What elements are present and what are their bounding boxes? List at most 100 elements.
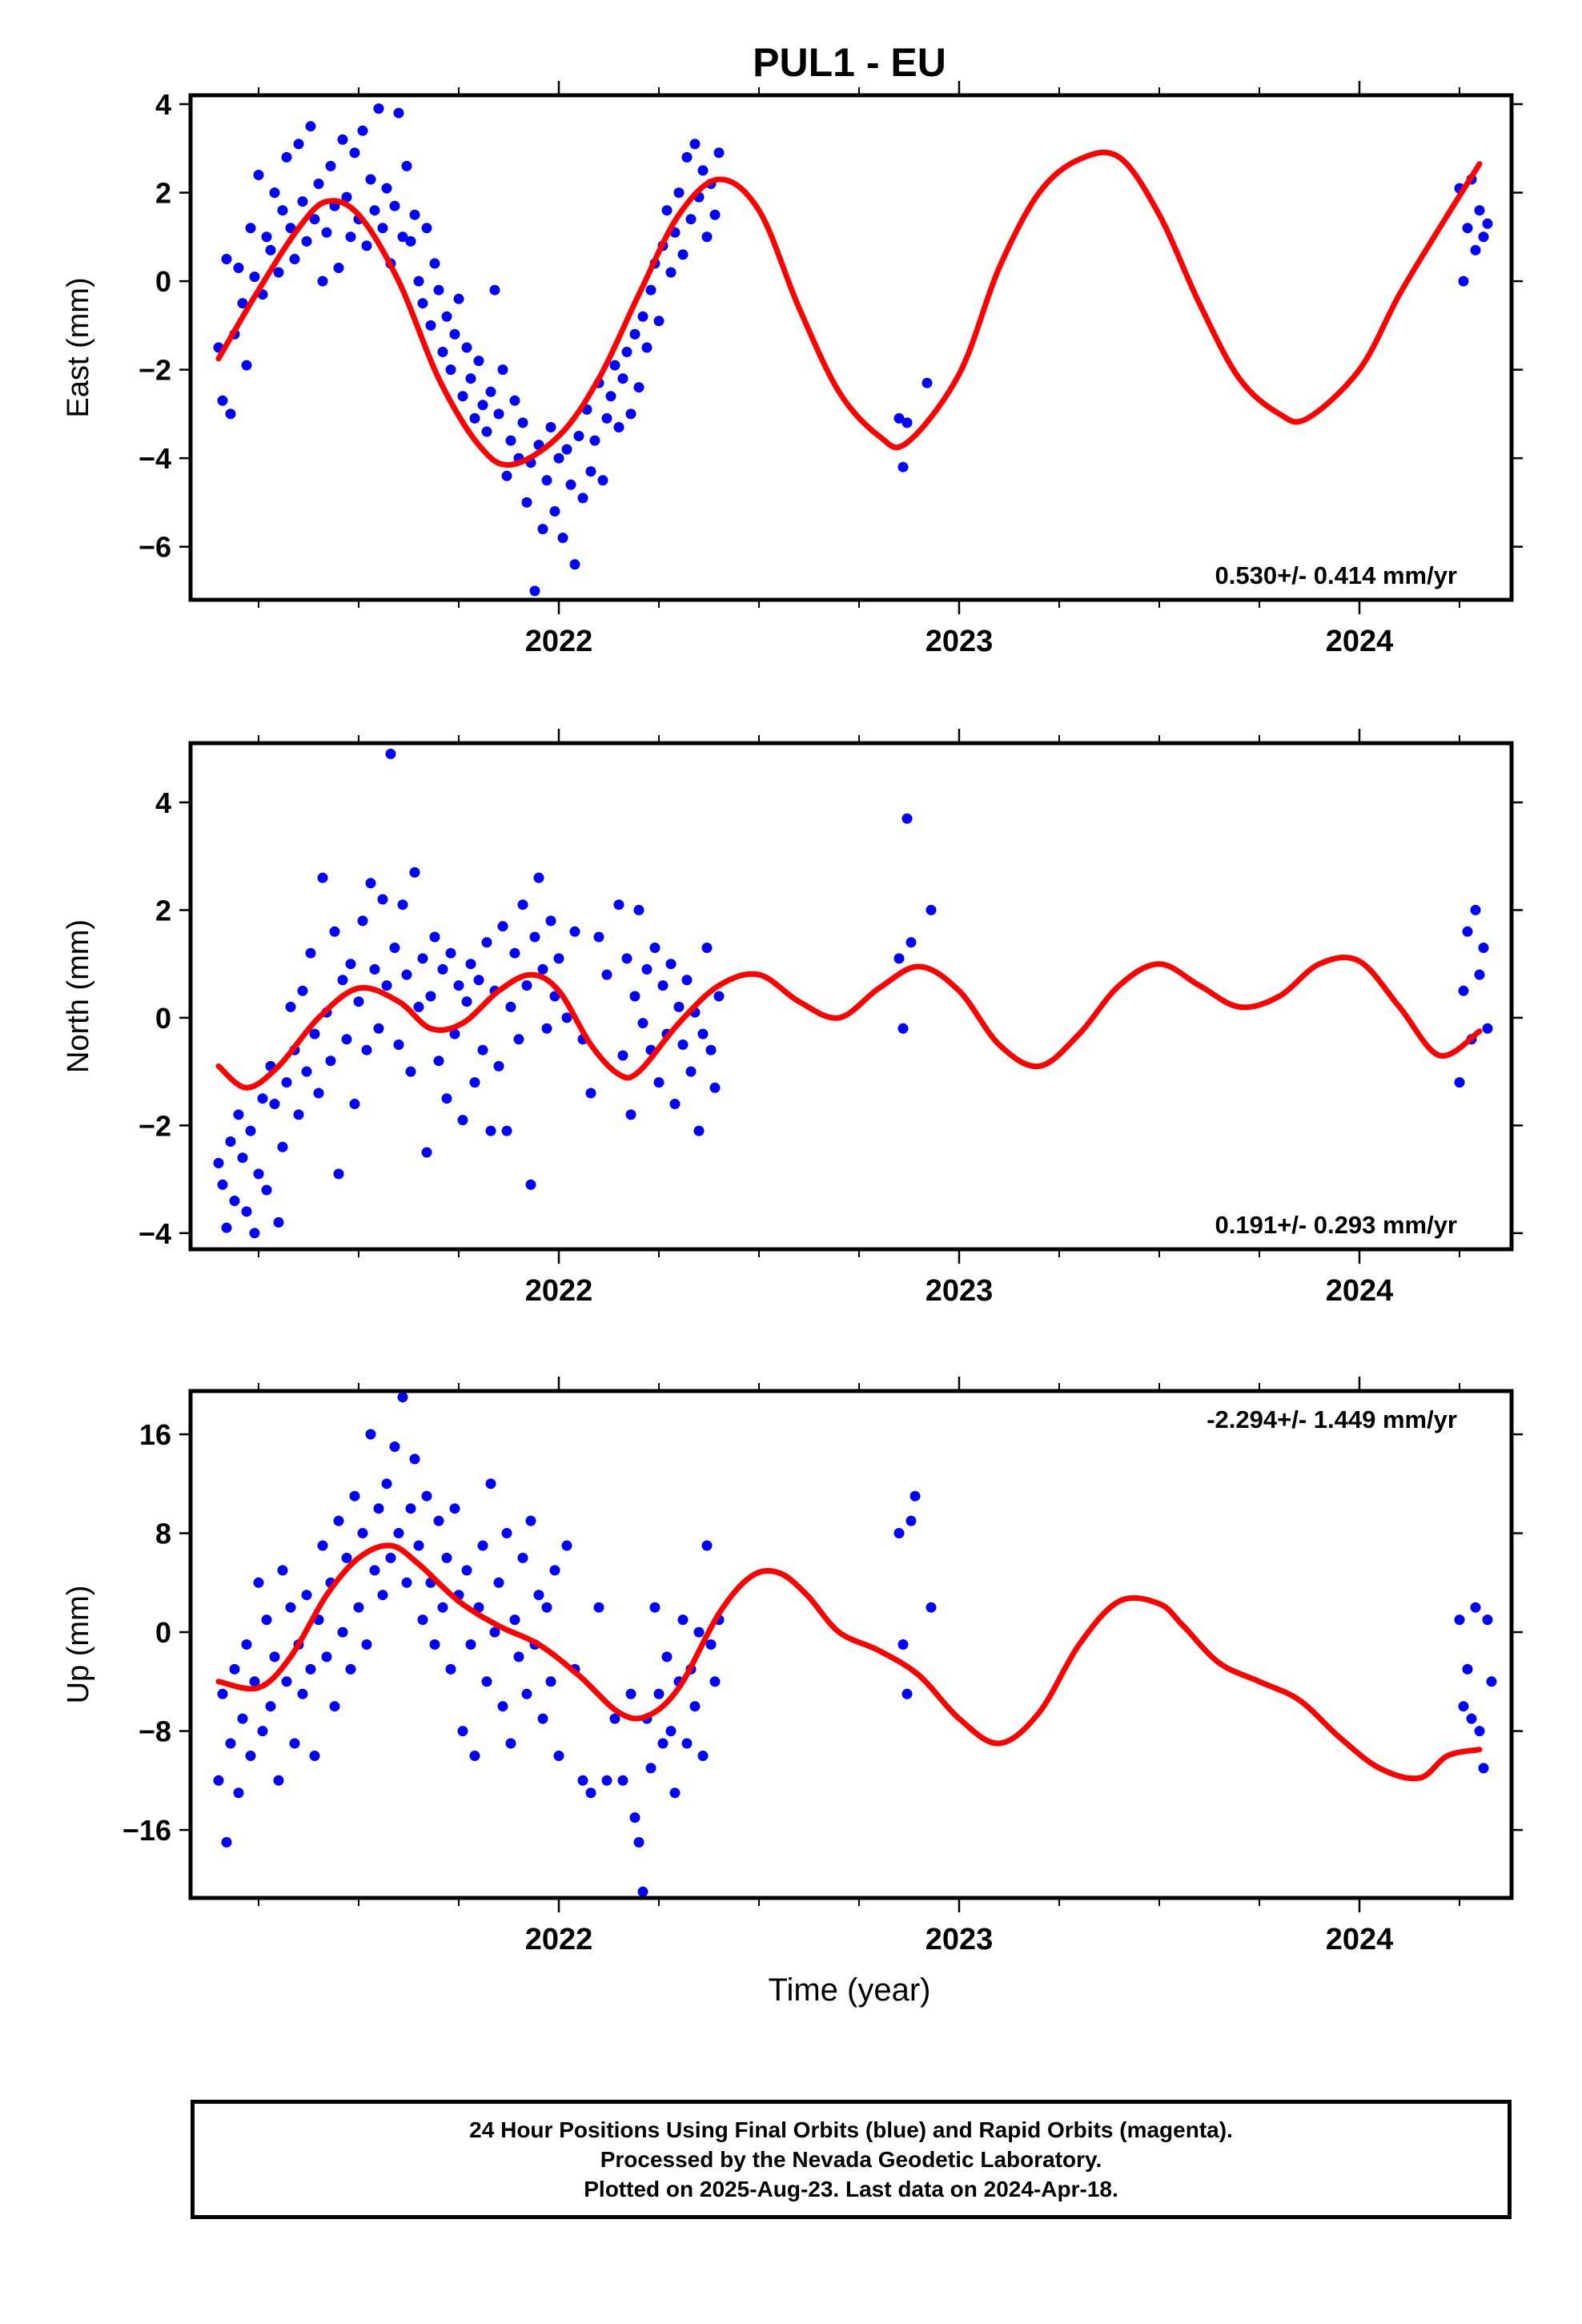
- data-point: [349, 1099, 360, 1109]
- panel-east: 4 2 0 −2 −4 −6 2022 2023 2024 East (mm) 0.530+/- 0…: [62, 81, 1523, 658]
- data-point: [273, 267, 284, 278]
- data-point: [677, 1039, 689, 1050]
- data-point: [649, 1602, 661, 1613]
- data-point: [421, 1147, 432, 1158]
- data-point: [485, 1478, 496, 1490]
- data-points: [213, 748, 1493, 1239]
- data-point: [669, 1787, 681, 1799]
- data-point: [605, 391, 616, 402]
- data-point: [1482, 218, 1493, 229]
- data-point: [645, 1763, 656, 1774]
- data-point: [297, 985, 308, 996]
- data-points: [213, 1392, 1497, 1897]
- data-point: [901, 1688, 913, 1699]
- figure-title: PUL1 - EU: [753, 40, 946, 85]
- data-point: [1478, 1763, 1489, 1774]
- data-point: [413, 1001, 424, 1012]
- data-point: [441, 1552, 452, 1563]
- data-point: [385, 1552, 396, 1563]
- data-point: [233, 1109, 244, 1120]
- data-point: [481, 426, 492, 437]
- data-point: [697, 1751, 709, 1761]
- data-point: [893, 953, 905, 964]
- data-point: [621, 953, 632, 964]
- data-point: [469, 1751, 480, 1761]
- data-point: [433, 1055, 444, 1067]
- data-point: [337, 975, 348, 986]
- data-point: [657, 980, 669, 991]
- data-point: [489, 284, 500, 296]
- data-point: [609, 360, 620, 371]
- data-point: [337, 134, 348, 145]
- data-point: [353, 1602, 364, 1613]
- y-tick-label: 4: [155, 88, 171, 121]
- data-point: [685, 214, 697, 225]
- data-point: [893, 412, 905, 424]
- data-point: [1458, 1701, 1469, 1712]
- data-point: [609, 1713, 620, 1724]
- data-point: [237, 1713, 248, 1724]
- data-point: [301, 1066, 312, 1077]
- data-point: [449, 1503, 460, 1514]
- data-point: [525, 1179, 536, 1190]
- footer-box: 24 Hour Positions Using Final Orbits (bl…: [191, 2100, 1512, 2219]
- data-point: [621, 347, 632, 357]
- data-point: [1462, 926, 1473, 937]
- data-point: [405, 1503, 416, 1514]
- y-tick-label: −2: [139, 1109, 171, 1142]
- x-tick-label: 2024: [1326, 625, 1394, 658]
- data-point: [641, 342, 652, 353]
- data-point: [681, 1738, 693, 1749]
- panel-up: 16 8 0 −8 −16 2022 2023 2024 Up (mm) -2.294+/- 1.…: [62, 1377, 1523, 1956]
- data-point: [673, 187, 685, 199]
- data-point: [369, 1565, 380, 1576]
- data-point: [537, 1713, 548, 1724]
- data-point: [461, 996, 472, 1007]
- data-point: [521, 980, 532, 991]
- data-point: [561, 1540, 572, 1551]
- data-point: [285, 1001, 296, 1012]
- data-point: [309, 214, 320, 225]
- data-point: [533, 872, 544, 883]
- data-point: [301, 1590, 312, 1601]
- data-point: [321, 1651, 332, 1663]
- footer-line-3: Plotted on 2025-Aug-23. Last data on 202…: [584, 2177, 1118, 2201]
- data-point: [637, 1018, 648, 1029]
- data-point: [273, 1775, 284, 1786]
- data-point: [413, 1540, 424, 1551]
- data-point: [429, 258, 440, 269]
- data-point: [445, 364, 456, 376]
- y-tick-label: −2: [139, 354, 171, 387]
- data-point: [673, 1001, 685, 1012]
- x-tick-label: 2024: [1326, 1274, 1394, 1308]
- data-point: [926, 1602, 937, 1613]
- data-point: [425, 320, 436, 331]
- data-point: [613, 899, 624, 911]
- fit-curve: [215, 1542, 1483, 1782]
- data-point: [685, 1066, 697, 1077]
- data-point: [529, 931, 540, 943]
- data-point: [625, 408, 636, 420]
- y-tick-label: −16: [122, 1814, 171, 1847]
- data-point: [289, 254, 300, 264]
- data-point: [309, 1751, 320, 1761]
- data-point: [701, 1540, 713, 1551]
- data-point: [633, 382, 644, 393]
- panels-group: 4 2 0 −2 −4 −6 2022 2023 2024 East (mm) 0.530+/- 0…: [62, 81, 1523, 1956]
- data-point: [501, 1528, 512, 1538]
- data-point: [373, 103, 384, 115]
- data-point: [329, 1701, 340, 1712]
- data-point: [681, 151, 693, 163]
- data-point: [641, 963, 652, 975]
- data-point: [309, 1028, 320, 1039]
- data-point: [473, 975, 484, 986]
- data-point: [465, 959, 476, 970]
- data-point: [225, 408, 236, 420]
- fit-curve: [215, 955, 1483, 1091]
- data-point: [317, 872, 328, 883]
- footer-line-2: Processed by the Nevada Geodetic Laborat…: [600, 2147, 1102, 2172]
- y-tick-label: −8: [139, 1715, 171, 1748]
- data-point: [497, 364, 508, 376]
- data-point: [253, 1577, 264, 1588]
- data-point: [281, 1077, 292, 1088]
